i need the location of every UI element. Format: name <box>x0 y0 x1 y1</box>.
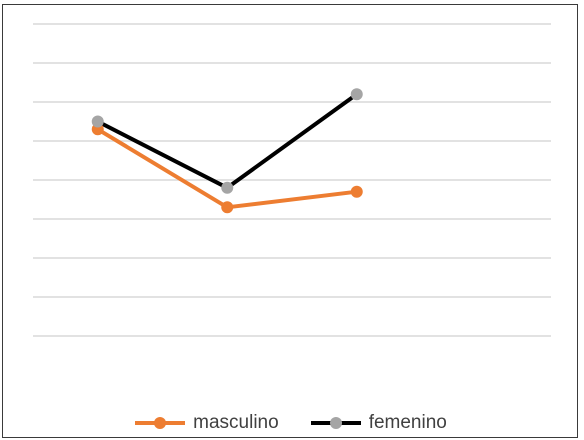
series-markers <box>91 88 363 214</box>
legend-item-femenino: femenino <box>309 412 447 434</box>
legend-swatch-femenino <box>310 417 361 429</box>
chart-frame: masculino femenino <box>2 4 578 438</box>
data-point-femenino-1 <box>91 115 104 128</box>
legend-item-masculino: masculino <box>133 412 279 434</box>
legend-label-femenino: femenino <box>368 412 447 433</box>
data-point-masculino-3 <box>350 185 363 198</box>
legend-label-masculino: masculino <box>193 412 279 433</box>
legend: masculino femenino <box>3 409 577 437</box>
line-chart-plot <box>33 23 551 337</box>
data-point-femenino-2 <box>221 181 234 194</box>
gridlines <box>33 23 551 337</box>
legend-swatch-masculino <box>135 417 186 429</box>
data-point-femenino-3 <box>350 88 363 101</box>
data-point-masculino-2 <box>221 201 234 214</box>
